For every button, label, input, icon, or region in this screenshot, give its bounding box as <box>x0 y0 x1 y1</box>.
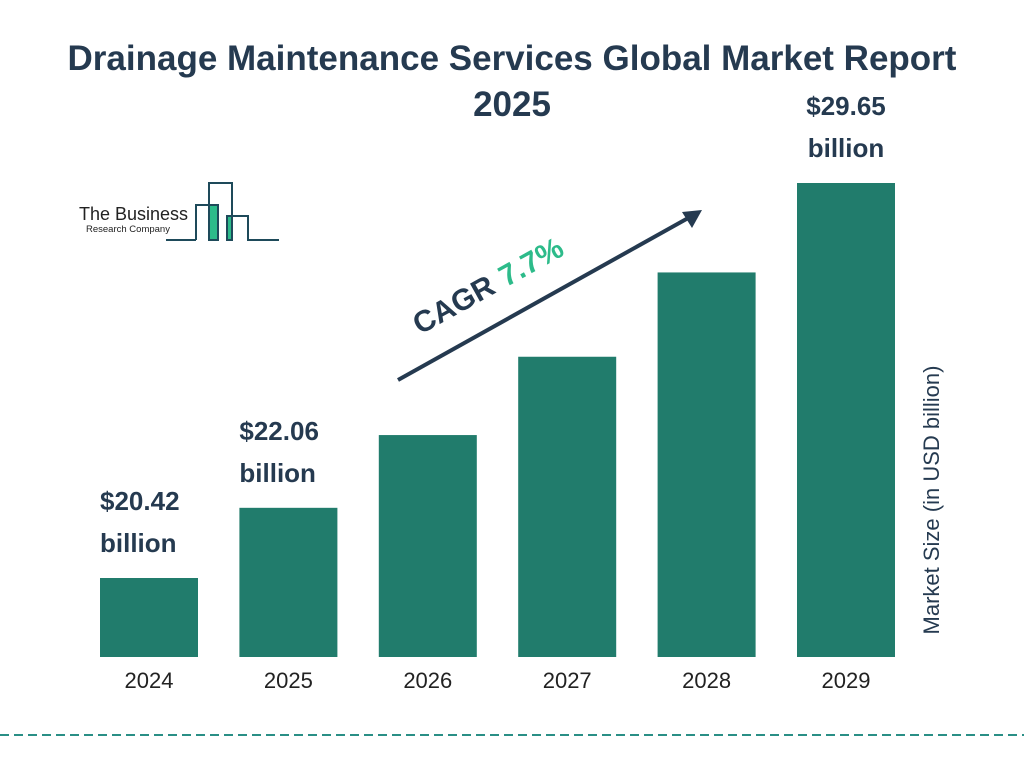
data-label-amount: $29.65 <box>806 91 886 121</box>
x-tick-label: 2027 <box>543 668 592 693</box>
x-tick-label: 2024 <box>125 668 174 693</box>
bar-2029 <box>797 183 895 657</box>
bar-2027 <box>518 356 617 657</box>
cagr-value: 7.7% <box>493 231 569 293</box>
data-label-amount: $22.06 <box>239 416 319 446</box>
cagr-arrow <box>397 210 702 382</box>
logo-text-line2: Research Company <box>86 224 170 235</box>
x-tick-label: 2026 <box>403 668 452 693</box>
x-tick-label: 2025 <box>264 668 313 693</box>
cagr-label: CAGR7.7% <box>407 231 569 341</box>
data-label-amount: $20.42 <box>100 486 180 516</box>
bar-2024 <box>100 578 198 657</box>
logo-graphic <box>166 182 279 241</box>
chart-title: Drainage Maintenance Services Global Mar… <box>67 39 957 124</box>
data-label-unit: billion <box>100 528 177 558</box>
x-tick-label: 2028 <box>682 668 731 693</box>
bar-2026 <box>378 435 477 657</box>
bar-2028 <box>657 272 756 657</box>
data-label-unit: billion <box>239 458 316 488</box>
data-label-unit: billion <box>808 133 885 163</box>
logo-text-line1: The Business <box>79 204 189 224</box>
bar-2025 <box>239 507 338 657</box>
x-tick-label: 2029 <box>822 668 871 693</box>
y-axis-label: Market Size (in USD billion) <box>919 365 944 635</box>
